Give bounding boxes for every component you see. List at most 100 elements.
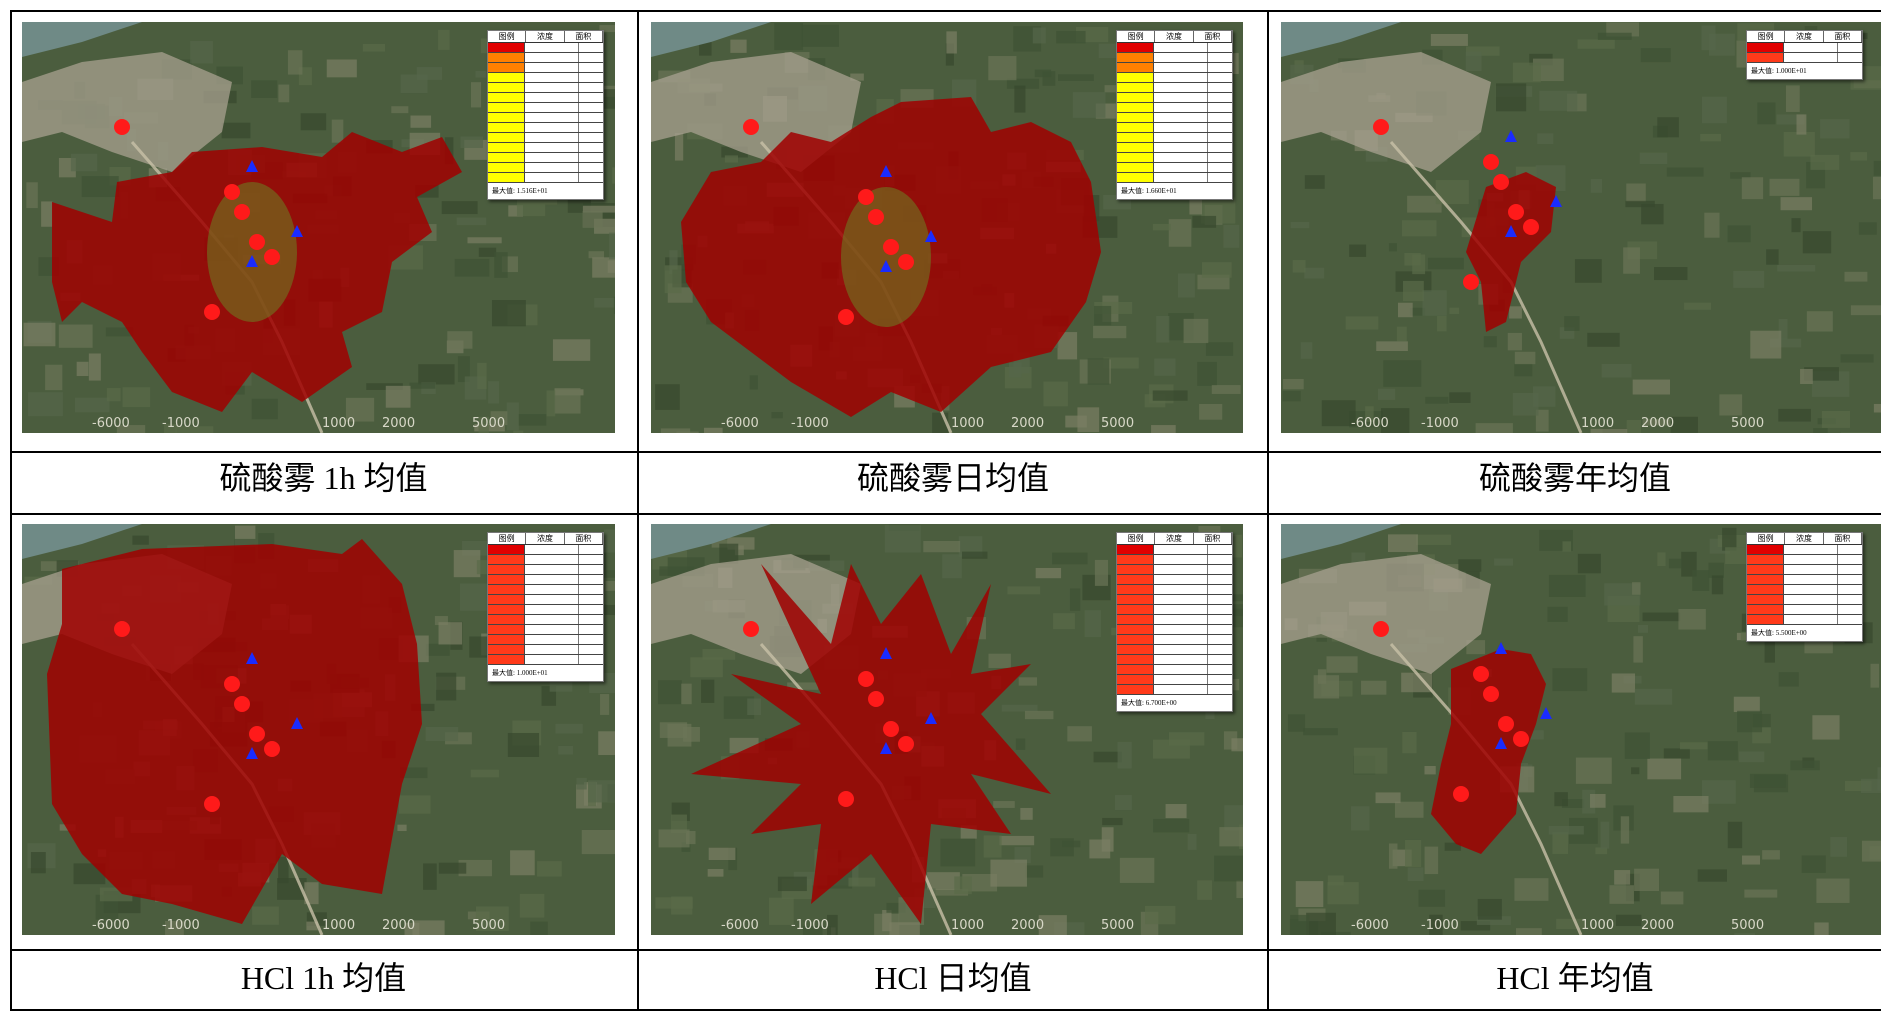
terrain-patch [555,723,583,734]
legend-area [1208,163,1232,172]
terrain-patch [1287,714,1306,732]
terrain-patch [1708,562,1724,578]
terrain-patch [1796,114,1807,135]
legend-area [1208,93,1232,102]
terrain-patch [1038,915,1067,935]
terrain-patch [886,902,906,913]
terrain-patch [1466,640,1486,655]
legend-row [488,575,603,585]
legend-swatch [1117,113,1154,122]
source-marker [898,254,914,270]
axis-tick-label: -1000 [1421,918,1459,933]
terrain-patch [418,364,455,385]
terrain-patch [1800,368,1813,384]
terrain-patch [1394,801,1424,818]
terrain-patch [1840,354,1874,363]
legend-range [525,545,579,554]
terrain-patch [1801,855,1826,873]
source-marker [858,189,874,205]
terrain-patch [581,829,615,855]
terrain-patch [1812,715,1840,740]
terrain-patch [1077,407,1100,433]
terrain-patch [385,385,411,408]
legend-header-cell: 图例 [1747,533,1786,544]
legend-area [1208,665,1232,674]
terrain-patch [1303,728,1338,736]
terrain-patch [1014,85,1026,113]
legend-swatch [1747,585,1784,594]
terrain-patch [1679,742,1708,750]
terrain-patch [1733,270,1765,288]
terrain-patch [1548,574,1586,597]
terrain-patch [1014,847,1031,864]
legend-row [1747,43,1862,53]
legend-range [1784,575,1838,584]
terrain-patch [362,44,386,52]
legend-row [1117,143,1232,153]
terrain-patch [1657,552,1666,566]
terrain-patch [730,39,747,53]
terrain-patch [1730,172,1751,179]
legend-row [488,53,603,63]
legend-row [1747,53,1862,63]
terrain-patch [1514,878,1549,901]
terrain-patch [1559,327,1575,339]
terrain-patch [457,356,470,383]
terrain-patch [1766,249,1779,265]
legend-range [1784,615,1838,624]
legend-range [1154,53,1208,62]
terrain-patch [1692,570,1710,591]
terrain-patch [1684,302,1712,310]
legend-area [1208,153,1232,162]
terrain-patch [1647,758,1682,780]
terrain-patch [1632,379,1671,395]
legend-range [525,63,579,72]
legend-header-cell: 面积 [565,533,603,544]
table-border [10,513,1881,515]
terrain-patch [1153,818,1190,833]
terrain-patch [1631,767,1640,775]
source-marker [883,239,899,255]
source-marker [1463,274,1479,290]
source-marker [743,119,759,135]
terrain-patch [1290,914,1310,935]
legend-range [1784,53,1838,62]
legend-swatch [1747,555,1784,564]
legend-range [1154,163,1208,172]
terrain-patch [1053,613,1075,630]
terrain-patch [1313,675,1340,699]
terrain-patch [1117,741,1132,769]
legend-range [1154,605,1208,614]
legend-swatch [1117,153,1154,162]
terrain-patch [671,814,687,834]
terrain-patch [326,59,357,78]
terrain-patch [41,201,53,227]
satellite-map: -6000 -1000 1000 2000 5000 [1281,22,1881,433]
terrain-patch [331,119,344,143]
terrain-patch [1778,408,1811,422]
source-marker [224,184,240,200]
receptor-marker [1505,225,1517,237]
terrain-patch [1093,325,1127,339]
axis-tick-label: 2000 [1641,416,1674,431]
terrain-patch [1537,133,1554,145]
urban-area [1281,52,1491,172]
legend-area [1208,685,1232,694]
terrain-patch [1634,688,1673,705]
terrain-patch [1810,154,1840,170]
terrain-patch [1609,885,1634,904]
terrain-patch [1349,244,1367,257]
terrain-patch [1547,606,1568,622]
legend-range [525,153,579,162]
terrain-patch [1069,588,1081,611]
terrain-patch [1424,766,1436,775]
legend-row [1117,675,1232,685]
terrain-patch [1327,882,1359,905]
terrain-patch [1230,678,1240,691]
terrain-patch [1590,428,1628,433]
terrain-patch [1098,43,1119,59]
axis-tick-label: 1000 [951,416,984,431]
legend-swatch [488,635,525,644]
legend-area [1208,63,1232,72]
terrain-patch [287,50,303,75]
